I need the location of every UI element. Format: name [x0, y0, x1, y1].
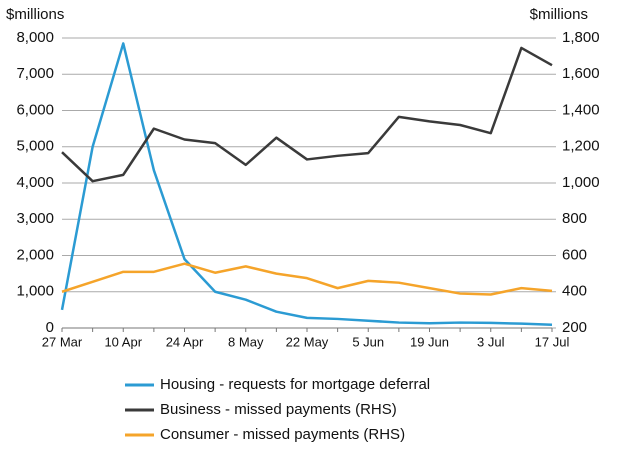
x-tick-label: 27 Mar — [42, 334, 83, 349]
y2-tick-label: 1,000 — [562, 174, 600, 191]
legend-label: Business - missed payments (RHS) — [160, 401, 397, 418]
y-tick-label: 3,000 — [16, 210, 54, 227]
y2-tick-label: 400 — [562, 283, 587, 300]
y-tick-label: 1,000 — [16, 283, 54, 300]
y-tick-label: 2,000 — [16, 246, 54, 263]
y-tick-label: 7,000 — [16, 65, 54, 82]
y-tick-label: 4,000 — [16, 174, 54, 191]
y-tick-label: 8,000 — [16, 29, 54, 46]
y-axis-title: $millions — [6, 6, 64, 23]
series-line — [61, 46, 553, 183]
y-tick-label: 5,000 — [16, 138, 54, 155]
y2-tick-label: 1,600 — [562, 65, 600, 82]
legend-label: Consumer - missed payments (RHS) — [160, 426, 405, 443]
x-tick-label: 19 Jun — [410, 334, 449, 349]
y2-tick-label: 1,800 — [562, 29, 600, 46]
y2-tick-label: 200 — [562, 319, 587, 336]
y-tick-label: 0 — [46, 319, 54, 336]
x-tick-label: 8 May — [228, 334, 264, 349]
y2-tick-label: 600 — [562, 246, 587, 263]
y2-tick-label: 800 — [562, 210, 587, 227]
y2-tick-label: 1,200 — [562, 138, 600, 155]
series-line — [61, 262, 553, 296]
y2-axis-title: $millions — [530, 6, 588, 23]
x-tick-label: 17 Jul — [535, 334, 570, 349]
x-tick-label: 24 Apr — [166, 334, 204, 349]
series-line — [60, 42, 553, 326]
legend-label: Housing - requests for mortgage deferral — [160, 376, 430, 393]
x-tick-label: 22 May — [286, 334, 329, 349]
y-tick-label: 6,000 — [16, 101, 54, 118]
y2-tick-label: 1,400 — [562, 101, 600, 118]
x-tick-label: 10 Apr — [104, 334, 142, 349]
x-tick-label: 5 Jun — [352, 334, 384, 349]
x-tick-label: 3 Jul — [477, 334, 505, 349]
